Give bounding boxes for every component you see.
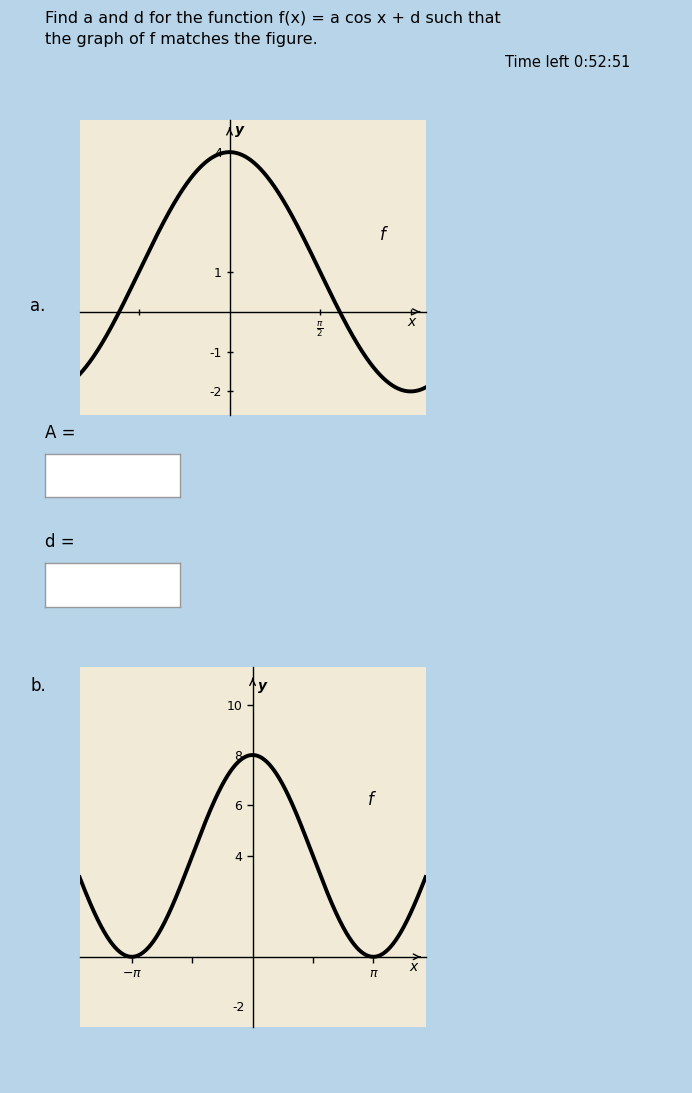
Text: Time left 0:52:51: Time left 0:52:51 [504, 56, 630, 70]
Text: b.: b. [30, 678, 46, 695]
Text: Find a and d for the function f(x) = a cos x + d such that
the graph of f matche: Find a and d for the function f(x) = a c… [45, 11, 501, 47]
Text: d =: d = [45, 533, 75, 551]
Text: y: y [235, 122, 244, 137]
Text: -2: -2 [233, 1001, 245, 1013]
Text: a.: a. [30, 297, 46, 315]
Text: x: x [410, 960, 417, 974]
Text: f: f [379, 226, 385, 244]
Text: A =: A = [45, 424, 75, 442]
Text: x: x [408, 315, 416, 329]
Text: y: y [257, 679, 266, 693]
Text: f: f [368, 791, 374, 810]
